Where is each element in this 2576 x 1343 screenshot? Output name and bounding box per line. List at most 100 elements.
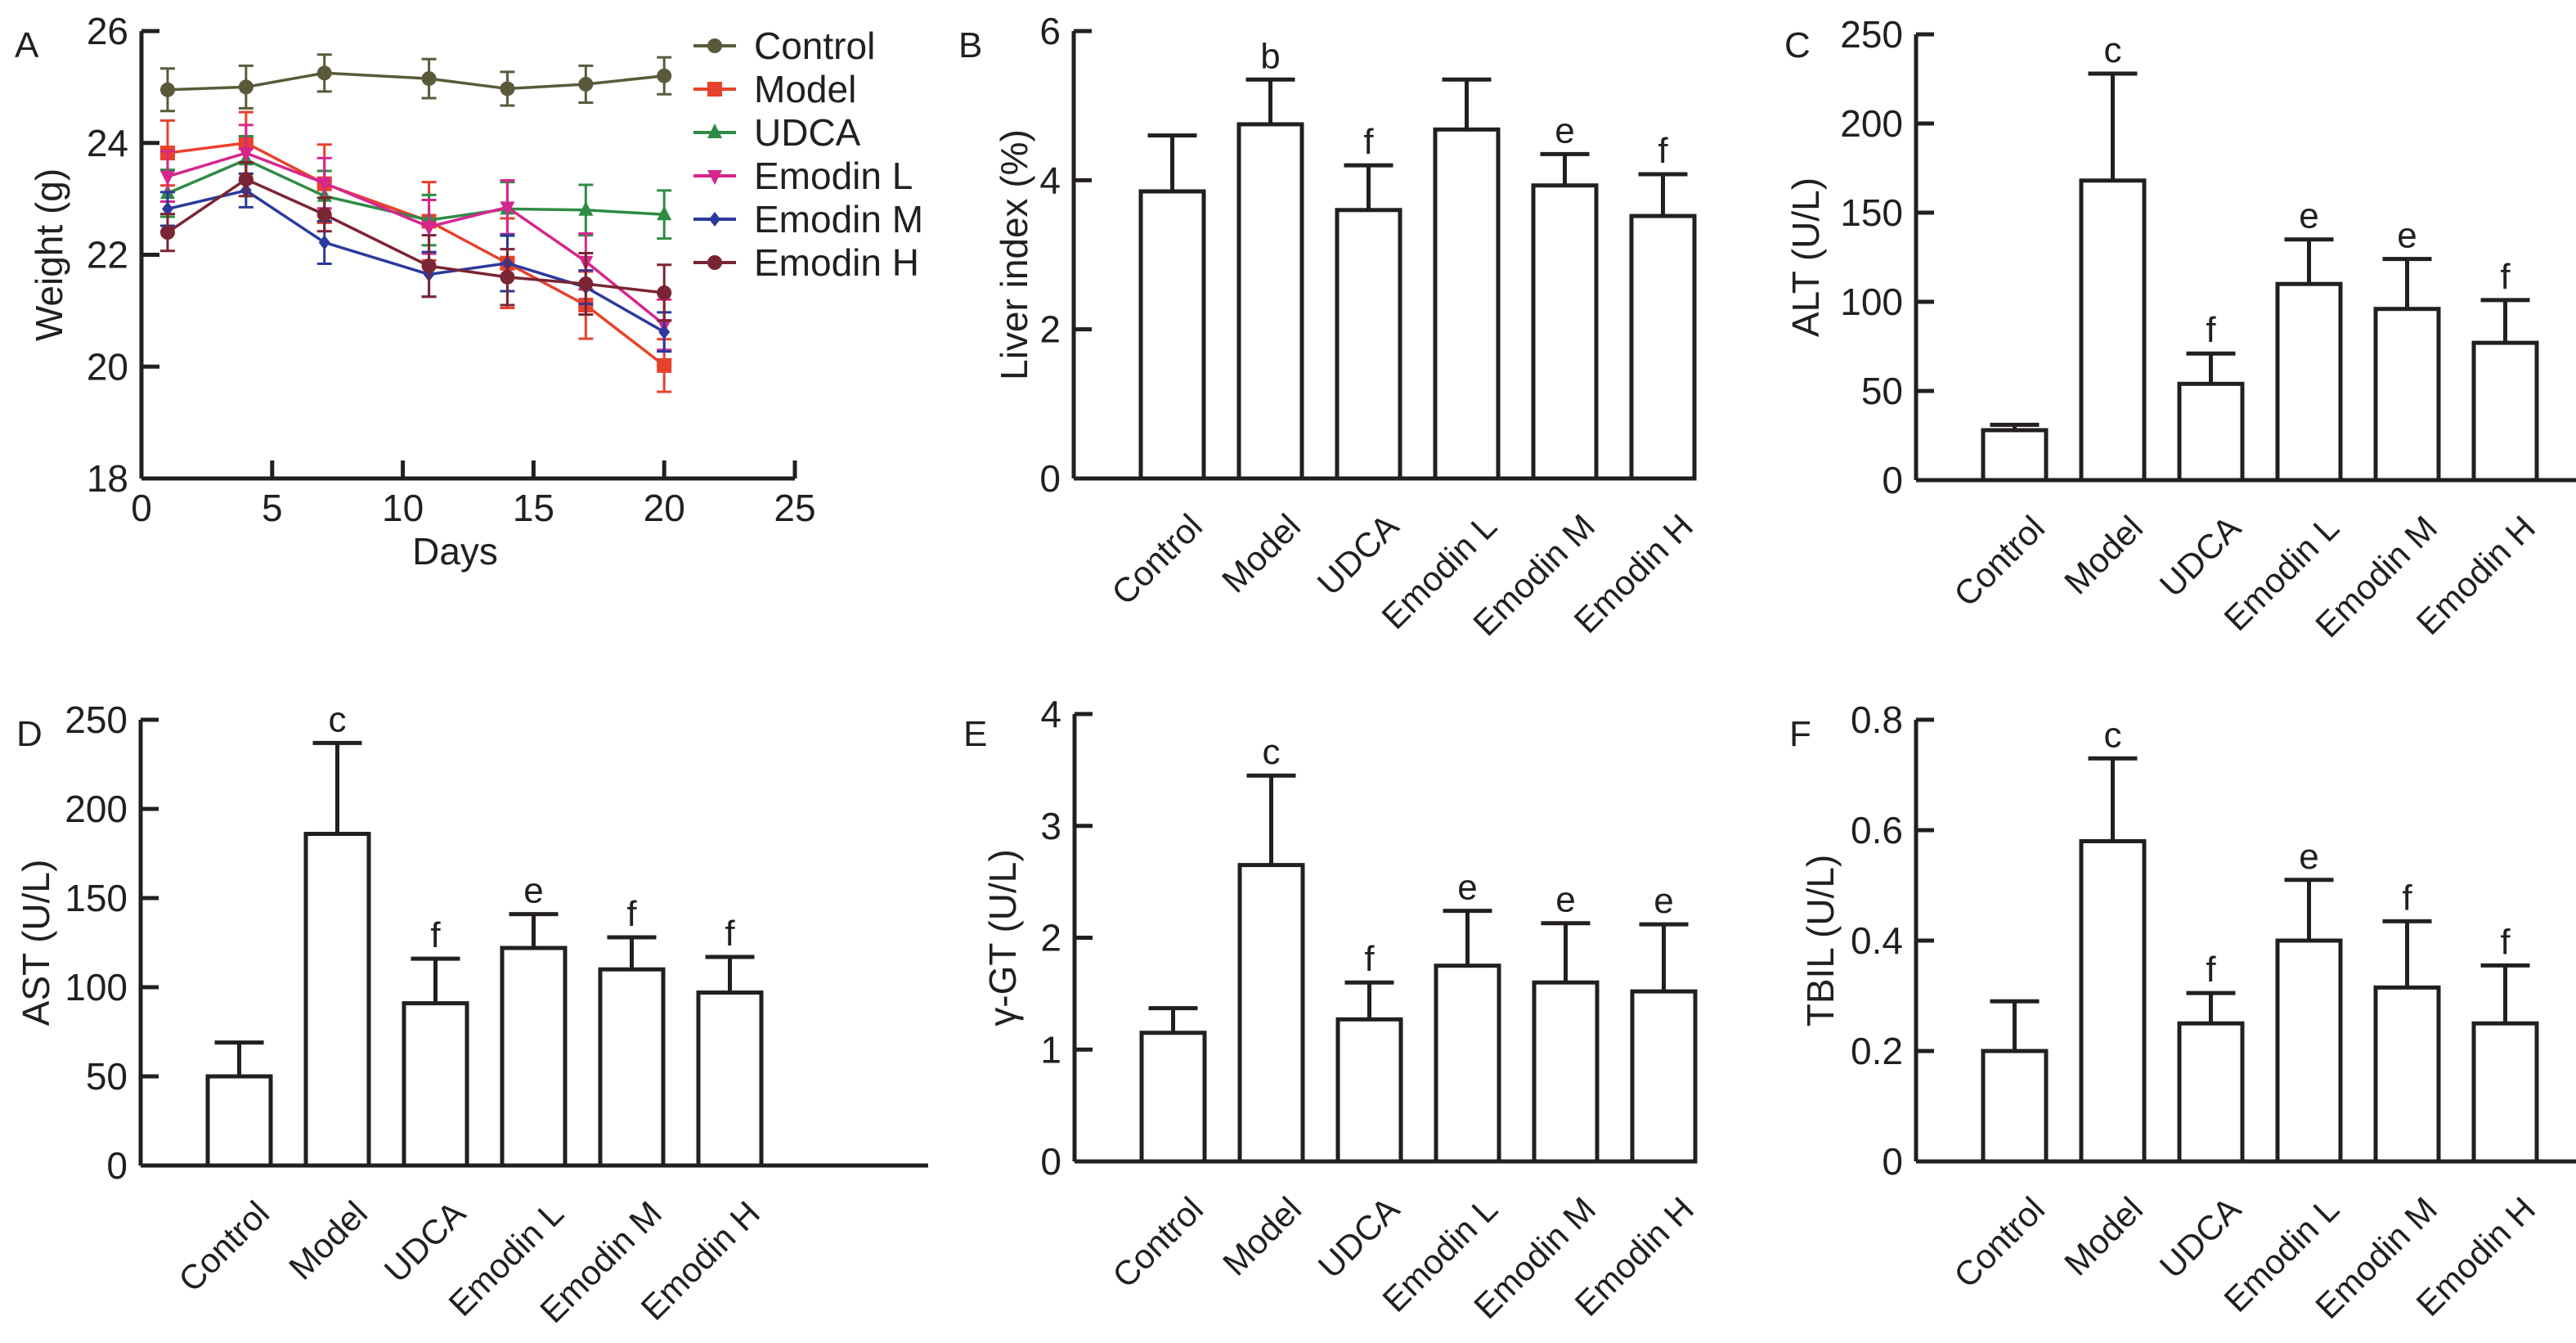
bar-model: [1237, 863, 1305, 1164]
significance-letter: e: [1654, 881, 1673, 921]
significance-letter: f: [626, 894, 637, 934]
circle-marker: [316, 65, 332, 81]
significance-letter: f: [2500, 257, 2511, 297]
x-category-label: UDCA: [2152, 508, 2248, 604]
y-tick-label: 0: [106, 1144, 128, 1187]
triangle-down-marker: [421, 221, 437, 236]
y-tick-label: 0.4: [1851, 919, 1903, 962]
bar-emodin-h: [2471, 340, 2539, 483]
significance-letter: f: [1658, 131, 1668, 171]
y-tick-label: 50: [1861, 370, 1903, 412]
diamond-marker: [709, 212, 720, 227]
series-emodin-l: [159, 124, 672, 352]
y-tick-label: 0.2: [1851, 1030, 1903, 1072]
y-tick-label: 100: [65, 966, 128, 1008]
x-tick-label: 5: [262, 487, 283, 529]
y-axis-title: AST (U/L): [15, 860, 57, 1026]
x-category-label: Control: [171, 1193, 276, 1299]
bar-control: [1139, 1031, 1207, 1164]
y-tick-label: 0.6: [1851, 809, 1903, 851]
x-tick-label: 25: [774, 487, 815, 529]
y-tick-label: 3: [1040, 805, 1061, 847]
y-tick-label: 4: [1040, 693, 1061, 735]
bar-emodin-m: [2373, 985, 2441, 1164]
bar-model: [2079, 178, 2147, 483]
legend-label: Model: [754, 68, 856, 110]
y-axis-title: Liver index (%): [993, 129, 1035, 380]
square-marker: [657, 357, 672, 373]
bar-control: [205, 1074, 273, 1168]
y-axis-title: Weight (g): [28, 168, 70, 341]
triangle-up-marker: [578, 200, 594, 216]
y-tick-label: 0: [1040, 1140, 1061, 1183]
bar-model: [2079, 839, 2147, 1164]
panel-a-weight-line-chart: A 18 20 22 24 26 Weight (g) 0 5 10 15 20 25 Days Contr…: [15, 10, 923, 573]
significance-letter: c: [2104, 715, 2122, 755]
bar-control: [1981, 1049, 2049, 1164]
bar-udca: [2177, 1021, 2245, 1164]
legend-label: Control: [754, 25, 875, 67]
significance-letter: f: [1363, 122, 1374, 162]
y-tick-label: 6: [1039, 10, 1061, 52]
y-tick-label: 26: [87, 10, 128, 52]
bar-emodin-h: [696, 990, 764, 1168]
bar-emodin-h: [1629, 213, 1697, 481]
significance-letter: e: [523, 871, 543, 911]
legend-entry: Emodin H: [693, 241, 919, 284]
y-tick-label: 200: [1840, 102, 1903, 145]
x-category-label: Model: [281, 1193, 375, 1287]
bar-emodin-l: [2275, 281, 2343, 483]
y-tick-label: 4: [1039, 159, 1061, 201]
significance-letter: e: [1555, 880, 1575, 920]
circle-marker: [657, 68, 672, 83]
circle-marker: [421, 258, 437, 274]
significance-letter: c: [2104, 30, 2122, 70]
x-category-label: Model: [2057, 508, 2150, 601]
x-category-label: Control: [1946, 1189, 2052, 1295]
bar-emodin-m: [2373, 307, 2441, 483]
circle-marker: [707, 255, 722, 270]
triangle-up-marker: [657, 205, 672, 221]
significance-letter: e: [2299, 837, 2318, 877]
x-category-label: Control: [1946, 508, 2052, 613]
y-tick-label: 20: [87, 345, 128, 388]
panel-label: B: [958, 25, 982, 65]
series-udca: [159, 135, 672, 247]
circle-marker: [578, 276, 594, 292]
y-tick-label: 250: [1840, 13, 1903, 56]
series-model: [159, 110, 672, 393]
x-category-label: Model: [2057, 1189, 2150, 1282]
x-category-label: Control: [1104, 506, 1209, 612]
x-category-label: UDCA: [377, 1193, 473, 1289]
x-category-label: UDCA: [1310, 506, 1406, 602]
panel-label: E: [963, 714, 987, 754]
x-tick-label: 20: [644, 487, 685, 529]
y-tick-label: 250: [65, 698, 128, 741]
panel-label: C: [1784, 25, 1811, 65]
circle-marker: [500, 269, 515, 285]
legend-label: UDCA: [754, 111, 861, 154]
y-tick-label: 0: [1882, 459, 1903, 501]
bar-model: [303, 832, 371, 1168]
legend-entry: Model: [693, 68, 856, 110]
y-axis-title: γ-GT (U/L): [981, 849, 1024, 1026]
x-category-label: Model: [1215, 1189, 1308, 1282]
significance-letter: f: [2500, 922, 2511, 962]
y-tick-label: 22: [87, 234, 128, 276]
circle-marker: [316, 207, 332, 222]
x-category-label: Model: [1214, 506, 1308, 600]
significance-letter: f: [725, 914, 735, 954]
circle-marker: [159, 82, 175, 97]
y-tick-label: 0: [1882, 1140, 1903, 1183]
legend-entry: Emodin M: [693, 198, 923, 240]
significance-letter: f: [2206, 310, 2216, 350]
significance-letter: e: [2299, 196, 2318, 236]
series-emodin-h: [159, 161, 672, 322]
x-category-label: Control: [1105, 1189, 1210, 1295]
circle-marker: [238, 79, 254, 95]
y-axis-title: ALT (U/L): [1784, 177, 1827, 337]
bar-udca: [402, 1001, 469, 1168]
bar-control: [1138, 189, 1206, 481]
bar-emodin-m: [1532, 980, 1600, 1164]
